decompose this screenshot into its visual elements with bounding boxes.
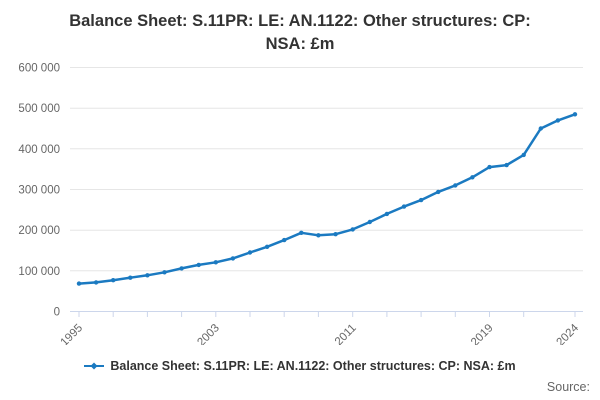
data-point-marker[interactable]	[367, 219, 372, 225]
x-axis-tick-label: 2024	[555, 322, 582, 345]
y-axis-tick-label: 200 000	[18, 225, 60, 237]
data-point-marker[interactable]	[504, 162, 509, 168]
data-point-marker[interactable]	[213, 260, 218, 265]
x-axis-tick-label: 2003	[195, 322, 222, 345]
data-point-marker[interactable]	[384, 211, 390, 217]
data-point-marker[interactable]	[230, 256, 236, 261]
y-axis-tick-label: 600 000	[18, 63, 60, 75]
series-legend-marker-icon	[84, 362, 105, 370]
data-point-marker[interactable]	[93, 280, 99, 285]
legend: Balance Sheet: S.11PR: LE: AN.1122: Othe…	[0, 359, 600, 373]
data-point-marker[interactable]	[299, 230, 304, 235]
y-axis-tick-label: 400 000	[18, 144, 60, 156]
data-point-marker[interactable]	[179, 266, 184, 271]
data-point-marker[interactable]	[555, 118, 561, 123]
data-point-marker[interactable]	[453, 183, 458, 188]
data-point-marker[interactable]	[282, 237, 287, 243]
data-point-marker[interactable]	[264, 244, 270, 249]
chart-title-line1: Balance Sheet: S.11PR: LE: AN.1122: Othe…	[69, 12, 531, 30]
data-point-marker[interactable]	[162, 270, 167, 275]
data-point-marker[interactable]	[521, 152, 526, 158]
x-axis-tick-label: 2011	[333, 322, 359, 345]
data-point-marker[interactable]	[538, 126, 543, 131]
source-note: Source:	[546, 380, 590, 394]
data-point-marker[interactable]	[572, 112, 578, 117]
data-point-marker[interactable]	[145, 273, 150, 278]
legend-item-label[interactable]: Balance Sheet: S.11PR: LE: AN.1122: Othe…	[110, 359, 516, 373]
data-point-marker[interactable]	[247, 250, 253, 255]
series-line[interactable]	[77, 113, 577, 285]
chart-title-line2: NSA: £m	[265, 35, 335, 53]
data-point-marker[interactable]	[111, 278, 116, 283]
data-point-marker[interactable]	[128, 275, 133, 280]
y-axis-tick-label: 500 000	[18, 103, 60, 115]
data-point-marker[interactable]	[436, 189, 441, 195]
data-point-marker[interactable]	[316, 233, 321, 238]
y-axis-tick-label: 0	[54, 307, 60, 319]
data-point-marker[interactable]	[350, 227, 355, 232]
data-point-marker[interactable]	[470, 175, 475, 180]
data-point-marker[interactable]	[76, 281, 82, 286]
data-point-marker[interactable]	[487, 164, 492, 170]
x-axis-tick-label: 2019	[469, 322, 496, 345]
data-point-marker[interactable]	[418, 197, 424, 203]
y-axis-tick-label: 300 000	[18, 185, 60, 197]
line-chart-plot[interactable]: 0 100 000 200 000 300 000 400 000 500 000 600 …	[0, 0, 600, 345]
data-point-marker[interactable]	[196, 262, 201, 268]
chart-title: Balance Sheet: S.11PR: LE: AN.1122: Othe…	[0, 10, 600, 56]
data-point-marker[interactable]	[401, 204, 407, 209]
data-point-marker[interactable]	[333, 232, 338, 237]
x-axis-tick-label: 1995	[59, 322, 86, 345]
y-axis-tick-label: 100 000	[18, 266, 60, 278]
